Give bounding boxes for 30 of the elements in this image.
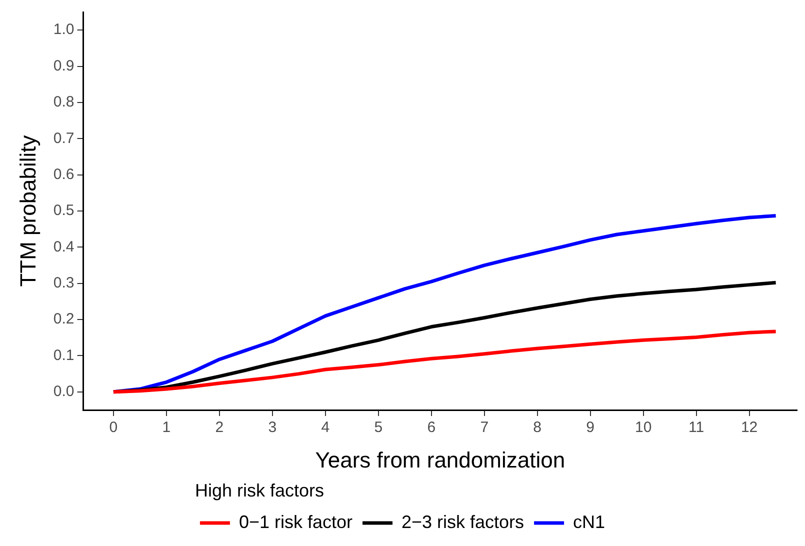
x-tick-label: 12 — [740, 419, 758, 436]
y-tick-label: 0.7 — [53, 130, 74, 147]
x-tick-label: 10 — [634, 419, 652, 436]
legend-label: 0−1 risk factor — [238, 512, 352, 532]
x-tick-label: 4 — [321, 419, 330, 436]
x-tick-label: 6 — [427, 419, 436, 436]
y-tick-label: 0.2 — [53, 310, 74, 328]
x-tick-label: 2 — [215, 419, 224, 436]
legend-title: High risk factors — [194, 480, 324, 500]
y-tick-label: 0.6 — [53, 166, 74, 183]
x-tick-label: 11 — [688, 419, 704, 436]
y-tick-label: 0.0 — [53, 383, 74, 400]
y-tick-label: 0.4 — [53, 238, 74, 256]
x-axis-title: Years from randomization — [315, 447, 566, 472]
legend-label: cN1 — [573, 512, 606, 532]
y-tick-label: 0.3 — [53, 274, 74, 292]
y-axis-title: TTM probability — [15, 135, 40, 287]
x-tick-label: 7 — [480, 419, 489, 436]
y-tick-label: 0.9 — [53, 57, 74, 74]
y-tick-label: 0.8 — [53, 94, 74, 111]
x-tick-label: 5 — [374, 419, 383, 436]
y-tick-label: 1.0 — [53, 21, 74, 38]
x-tick-label: 9 — [586, 419, 595, 436]
x-tick-label: 3 — [268, 419, 277, 436]
y-tick-label: 0.1 — [53, 346, 74, 364]
y-tick-label: 0.5 — [53, 202, 74, 220]
legend-label: 2−3 risk factors — [401, 512, 524, 532]
x-tick-label: 0 — [109, 419, 118, 436]
x-tick-label: 8 — [533, 419, 542, 436]
x-tick-label: 1 — [162, 419, 171, 436]
